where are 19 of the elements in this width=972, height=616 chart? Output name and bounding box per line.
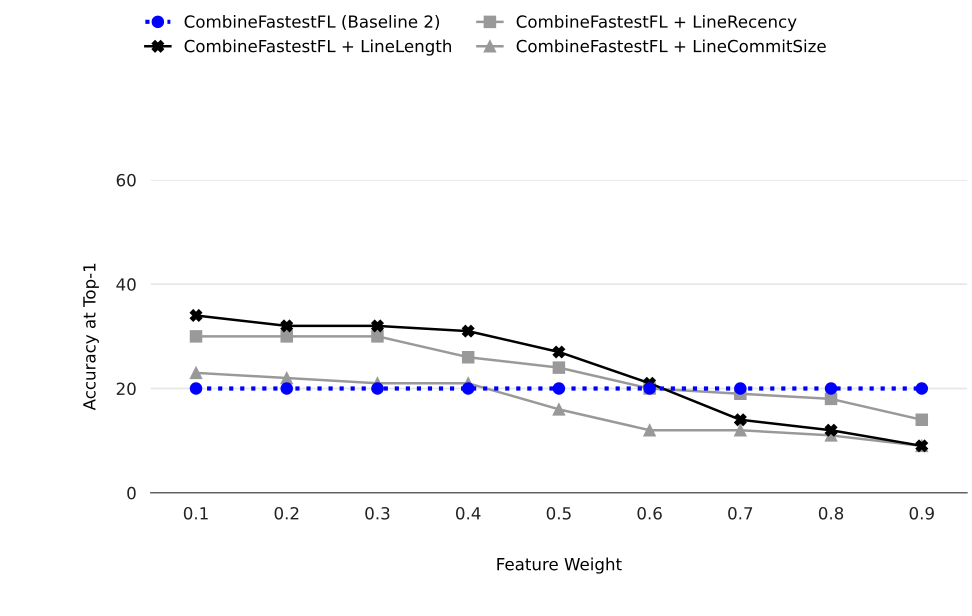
y-tick-label: 40 [116,278,136,291]
legend-label: CombineFastestFL (Baseline 2) [184,15,440,30]
y-tick-label: 20 [116,382,136,396]
x-tick-label: 0.9 [910,506,934,520]
x-tick-label: 0.3 [365,506,390,520]
x-tick-label: 0.7 [728,506,752,520]
x-tick-label: 0.2 [274,506,298,520]
y-axis-title: Accuracy at Top-1 [83,264,99,410]
y-tick-label: 60 [116,174,136,186]
legend-label: CombineFastestFL + LineLength [184,39,451,56]
x-tick-label: 0.8 [818,506,844,520]
x-axis-title: Feature Weight [497,558,622,574]
legend-label: CombineFastestFL + LineRecency [516,15,797,32]
x-tick-label: 0.1 [184,506,208,520]
legend-label: CombineFastestFL + LineCommitSize [516,39,826,52]
x-tick-label: 0.6 [637,506,662,520]
x-tick-label: 0.5 [546,506,571,520]
y-tick-label: 0 [127,486,136,500]
x-tick-label: 0.4 [456,506,480,520]
